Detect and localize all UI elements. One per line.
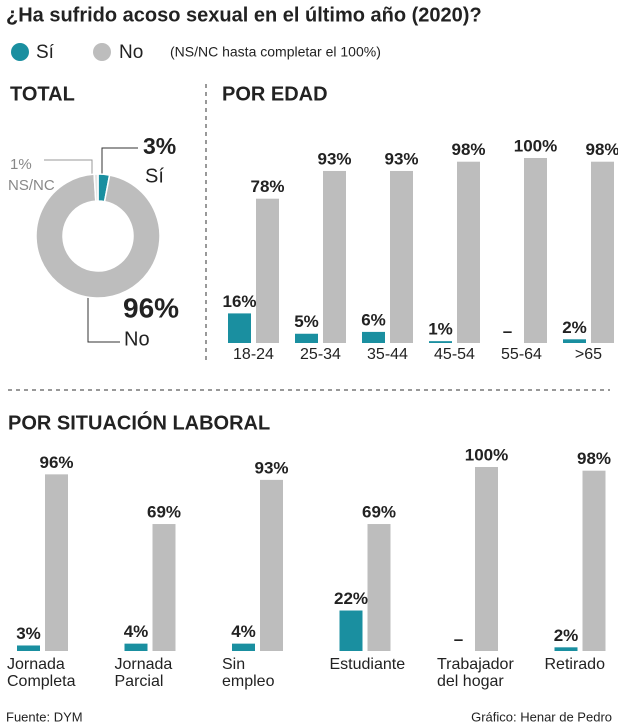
x-tick-label: >65 [574,346,603,363]
value-label: 98% [585,140,618,159]
source: Fuente: DYM [6,709,83,724]
x-tick-label: Sin empleo [222,656,275,690]
leader-line [44,159,93,180]
value-label: 93% [254,458,288,477]
value-label: – [454,629,463,648]
bar [295,333,318,343]
value-label: 93% [317,149,351,168]
value-label: 98% [451,140,485,159]
x-tick-label: 55-64 [501,346,542,363]
value-label: 4% [124,622,149,641]
bar [591,161,614,343]
bar [367,524,391,651]
pie-slice [35,173,161,299]
value-label: 100% [465,445,508,464]
value-label: 2% [554,626,579,645]
bar [152,524,176,651]
value-label: 93% [384,149,418,168]
bar [232,643,255,651]
section-title: TOTAL [10,83,75,105]
x-tick-label: Estudiante [329,656,406,673]
value-label: 16% [222,292,256,311]
legend-label: Sí [36,42,55,63]
value-label: 22% [334,589,368,608]
value-label: 69% [362,503,396,522]
bar [582,470,606,651]
credit: Gráfico: Henar de Pedro [471,709,612,724]
pie-value-label: 3% [143,133,176,159]
x-tick-label: Retirado [544,656,605,673]
bar [228,313,251,343]
x-tick-label: 45-54 [434,346,475,363]
x-tick-label: Trabajador del hogar [437,656,514,690]
bar [554,647,578,651]
pie-category-label: Sí [145,165,164,187]
value-label: 4% [231,622,256,641]
section-title: POR EDAD [222,83,328,105]
bar [323,170,346,343]
bar [339,610,363,651]
pie-category-label: No [124,328,150,350]
value-label: 1% [428,320,453,339]
pie-slice [93,173,99,202]
legend-swatch [93,43,111,61]
value-label: 98% [577,449,611,468]
bar [260,479,283,651]
x-tick-label: 35-44 [367,346,408,363]
title: ¿Ha sufrido acoso sexual en el último añ… [6,4,482,26]
x-tick-label: 18-24 [233,346,274,363]
legend-note: (NS/NC hasta completar el 100%) [170,44,381,60]
bar [124,643,148,651]
pie-value-label: 1% [10,156,32,173]
bar [17,645,40,651]
value-label: 100% [514,136,557,155]
value-label: 6% [361,310,386,329]
section-title: POR SITUACIÓN LABORAL [8,410,270,434]
x-tick-label: Jornada Parcial [114,656,173,690]
legend-label: No [119,42,143,63]
value-label: 69% [147,503,181,522]
bar [256,198,279,343]
leader-line [101,147,138,178]
value-label: 5% [294,312,319,331]
x-tick-label: 25-34 [300,346,341,363]
bar [45,474,68,651]
pie-category-label: NS/NC [8,177,55,194]
legend-swatch [11,43,29,61]
bar [390,170,413,343]
bar [429,341,452,343]
bar [475,467,498,651]
value-label: 3% [16,624,41,643]
pie-value-label: 96% [123,292,179,323]
bar [457,161,480,343]
value-label: 78% [250,177,284,196]
bar [524,158,547,343]
bar [362,331,385,343]
x-tick-label: Jornada Completa [7,656,76,690]
value-label: – [503,321,512,340]
bar [563,339,586,343]
value-label: 2% [562,318,587,337]
leader-line [87,297,120,343]
value-label: 96% [39,453,73,472]
